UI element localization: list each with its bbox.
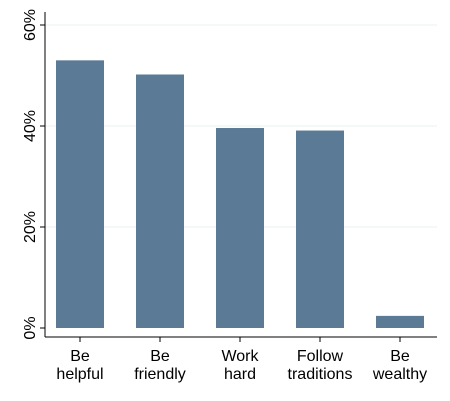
y-ticks: 0% 20% 40% 60% (22, 9, 45, 340)
x-tick-label: Be wealthy (372, 348, 427, 383)
x-tick-label: Work hard (221, 348, 259, 383)
bar (296, 130, 344, 328)
x-tick-label-line: friendly (134, 366, 186, 383)
x-tick-label: Be friendly (134, 348, 186, 383)
x-tick-label-line: Follow (297, 348, 344, 365)
y-tick-label: 20% (22, 211, 39, 243)
x-tick-label-line: Be (390, 348, 410, 365)
x-tick-label-line: Be (70, 348, 90, 365)
x-tick-label-line: Work (221, 348, 259, 365)
x-tick-label-line: helpful (56, 366, 103, 383)
y-tick-label: 60% (22, 9, 39, 41)
y-tick-label: 40% (22, 110, 39, 142)
bar (376, 315, 424, 328)
x-tick-label-line: wealthy (372, 366, 427, 383)
x-tick-label-line: Be (150, 348, 170, 365)
axes (44, 12, 437, 338)
x-tick-label: Be helpful (56, 348, 103, 383)
bars (56, 60, 424, 329)
x-tick-label: Follow traditions (288, 348, 353, 383)
bar (216, 128, 264, 328)
bar (56, 60, 104, 328)
x-tick-label-line: traditions (288, 366, 353, 383)
x-tick-label-line: hard (224, 366, 256, 383)
y-tick-label: 0% (22, 316, 39, 339)
bar (136, 74, 184, 329)
